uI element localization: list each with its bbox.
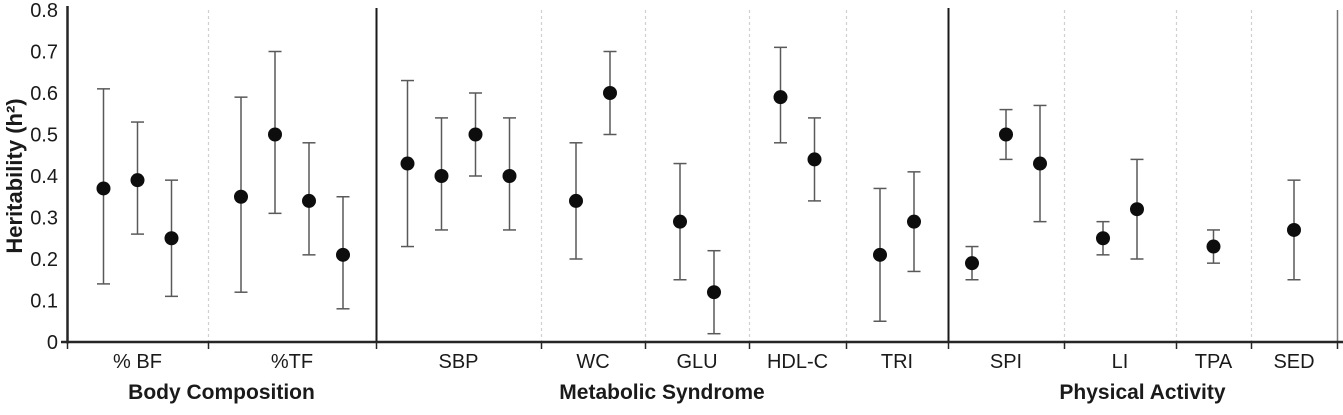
category-labels: % BF %TF SBP WC GLU HDL-C TRI SPI LI TPA SED [113,351,1315,373]
category-label: SPI [990,351,1022,373]
data-point [907,214,921,229]
category-label: SBP [438,351,478,373]
category-label: GLU [676,351,717,373]
category-label: SED [1273,351,1314,373]
data-point [707,285,721,300]
data-point [502,169,517,183]
category-label: TPA [1195,351,1233,373]
y-tick-label: 0.5 [30,125,58,147]
category-label: LI [1112,351,1129,373]
group-label: Physical Activity [1059,381,1225,404]
data-point [164,231,179,246]
data-series [96,46,1301,335]
data-point [1033,156,1047,171]
data-point [603,86,617,100]
data-point [400,156,415,171]
y-tick-label: 0.3 [30,208,58,230]
data-point [130,173,145,188]
data-point [999,127,1013,142]
gridlines [207,8,1339,342]
data-point [1287,222,1301,237]
data-point [1096,231,1110,246]
data-point [336,247,350,262]
y-tick-label: 0.2 [30,249,58,271]
data-point [1130,202,1144,217]
data-point [773,90,788,105]
y-tick-label: 0.4 [30,166,58,188]
data-point [302,193,316,208]
category-label: % BF [113,351,162,373]
data-point [965,256,979,271]
data-point [468,127,483,142]
data-point [673,214,687,229]
category-label: WC [576,351,609,373]
y-tick-label: 0 [47,332,58,354]
y-tick-label: 0.1 [30,291,58,313]
category-label: %TF [271,351,313,373]
plot-area: 0 0.1 0.2 0.3 0.4 0.5 0.6 0.7 0.8 % BF %TF SBP WC GLU… [30,0,1343,404]
data-point [434,169,449,183]
y-tick-label: 0.6 [30,83,58,105]
category-label: HDL-C [767,351,828,373]
data-point [268,127,282,142]
category-label: TRI [881,351,913,373]
y-tick-label: 0.7 [30,42,58,64]
y-tick-label: 0.8 [30,0,58,22]
group-label: Body Composition [128,381,315,404]
data-point [96,181,111,196]
axes [61,6,1343,349]
data-point [1206,239,1221,254]
data-point [873,247,887,262]
data-point [569,193,583,208]
data-point [807,152,822,167]
y-tick-labels: 0 0.1 0.2 0.3 0.4 0.5 0.6 0.7 0.8 [30,0,58,354]
group-label: Metabolic Syndrome [559,381,764,404]
y-axis-title: Heritability (h²) [2,98,27,253]
data-point [234,189,248,204]
group-labels: Body Composition Metabolic Syndrome Physic… [128,381,1226,404]
